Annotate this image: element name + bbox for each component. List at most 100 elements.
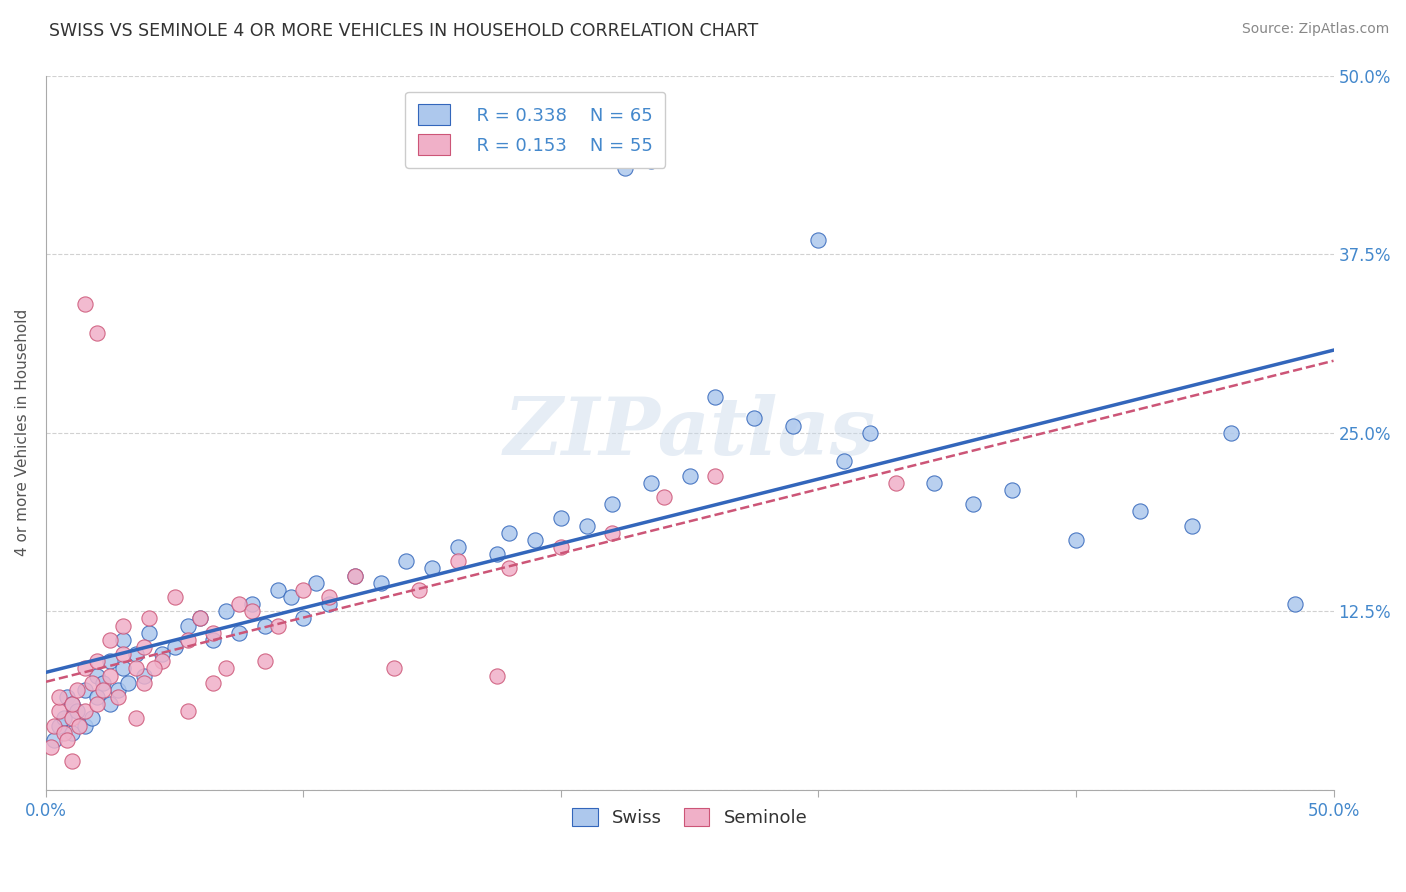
Point xyxy=(86,654,108,668)
Point xyxy=(73,682,96,697)
Point xyxy=(69,718,91,732)
Point xyxy=(125,711,148,725)
Point xyxy=(202,632,225,647)
Point xyxy=(382,661,405,675)
Point xyxy=(1001,483,1024,497)
Point xyxy=(60,755,83,769)
Point xyxy=(48,718,70,732)
Point xyxy=(485,668,508,682)
Point xyxy=(640,154,662,169)
Point xyxy=(42,732,65,747)
Point xyxy=(112,647,135,661)
Point xyxy=(176,632,198,647)
Point xyxy=(55,732,77,747)
Point xyxy=(267,582,290,597)
Point xyxy=(782,418,804,433)
Point xyxy=(420,561,443,575)
Point xyxy=(447,554,470,568)
Point xyxy=(240,597,263,611)
Point xyxy=(73,661,96,675)
Point xyxy=(190,611,212,625)
Point xyxy=(86,690,108,704)
Point xyxy=(150,647,173,661)
Point xyxy=(138,611,160,625)
Point xyxy=(602,525,624,540)
Point xyxy=(53,725,76,739)
Point xyxy=(640,475,662,490)
Point xyxy=(228,625,250,640)
Point xyxy=(292,582,315,597)
Point xyxy=(86,668,108,682)
Point xyxy=(614,161,637,176)
Point xyxy=(485,547,508,561)
Point xyxy=(1064,533,1087,547)
Point xyxy=(280,590,302,604)
Point xyxy=(60,697,83,711)
Point xyxy=(86,697,108,711)
Point xyxy=(112,661,135,675)
Point xyxy=(652,490,675,504)
Point xyxy=(253,654,276,668)
Point xyxy=(117,675,139,690)
Point xyxy=(91,682,114,697)
Point xyxy=(143,661,166,675)
Point xyxy=(267,618,290,632)
Point xyxy=(370,575,392,590)
Point xyxy=(253,618,276,632)
Point xyxy=(202,625,225,640)
Point xyxy=(82,675,104,690)
Point xyxy=(66,682,89,697)
Point xyxy=(176,618,198,632)
Point xyxy=(125,647,148,661)
Point xyxy=(107,690,129,704)
Point xyxy=(86,326,108,340)
Point xyxy=(215,604,238,618)
Point xyxy=(859,425,882,440)
Point xyxy=(807,233,830,247)
Point xyxy=(447,540,470,554)
Point xyxy=(66,704,89,718)
Point xyxy=(742,411,765,425)
Point xyxy=(48,690,70,704)
Point xyxy=(343,568,366,582)
Point xyxy=(107,682,129,697)
Point xyxy=(1129,504,1152,518)
Point xyxy=(318,597,340,611)
Point xyxy=(550,511,572,525)
Point xyxy=(138,625,160,640)
Legend: Swiss, Seminole: Swiss, Seminole xyxy=(565,801,814,835)
Point xyxy=(73,297,96,311)
Point xyxy=(53,711,76,725)
Point xyxy=(73,704,96,718)
Point xyxy=(42,718,65,732)
Point xyxy=(55,690,77,704)
Point xyxy=(60,697,83,711)
Y-axis label: 4 or more Vehicles in Household: 4 or more Vehicles in Household xyxy=(15,310,30,557)
Point xyxy=(575,518,598,533)
Point xyxy=(163,640,186,654)
Point xyxy=(343,568,366,582)
Point xyxy=(176,704,198,718)
Point xyxy=(112,618,135,632)
Point xyxy=(408,582,430,597)
Point xyxy=(132,668,155,682)
Point xyxy=(202,675,225,690)
Point xyxy=(39,740,62,755)
Point xyxy=(602,497,624,511)
Point xyxy=(832,454,855,468)
Point xyxy=(240,604,263,618)
Point xyxy=(60,711,83,725)
Point xyxy=(498,525,520,540)
Point xyxy=(150,654,173,668)
Text: ZIPatlas: ZIPatlas xyxy=(503,394,876,472)
Point xyxy=(112,632,135,647)
Point xyxy=(1181,518,1204,533)
Point xyxy=(215,661,238,675)
Text: Source: ZipAtlas.com: Source: ZipAtlas.com xyxy=(1241,22,1389,37)
Point xyxy=(292,611,315,625)
Point xyxy=(163,590,186,604)
Point xyxy=(1219,425,1241,440)
Point xyxy=(679,468,702,483)
Point xyxy=(132,640,155,654)
Point xyxy=(228,597,250,611)
